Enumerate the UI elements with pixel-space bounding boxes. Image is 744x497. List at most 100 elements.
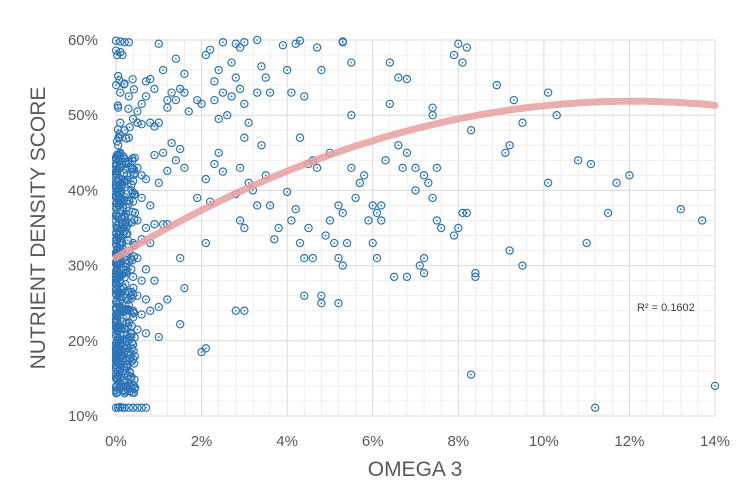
data-point-center — [679, 208, 682, 211]
data-point-center — [136, 294, 139, 297]
data-point — [130, 383, 140, 393]
data-point — [471, 268, 480, 278]
data-point — [184, 107, 193, 116]
data-point-center — [299, 39, 301, 42]
data-point — [235, 84, 245, 94]
data-point — [419, 268, 429, 278]
data-point — [171, 54, 181, 64]
data-point-center — [132, 118, 135, 120]
data-point — [710, 381, 720, 391]
data-point — [385, 99, 395, 109]
data-point — [458, 208, 467, 218]
data-point — [265, 201, 275, 210]
data-point-center — [118, 133, 121, 135]
data-point-center — [122, 180, 125, 183]
data-point-center — [140, 279, 143, 282]
data-point-center — [166, 298, 169, 301]
data-point — [163, 166, 172, 176]
data-point — [257, 62, 266, 71]
data-point-center — [183, 166, 186, 169]
data-point — [111, 46, 121, 55]
data-point-center — [453, 234, 455, 237]
data-point-center — [130, 268, 133, 271]
data-point-center — [418, 264, 421, 267]
data-point-center — [115, 207, 118, 210]
data-point-center — [116, 191, 118, 194]
data-point-center — [243, 136, 246, 139]
data-point — [180, 69, 189, 79]
data-point-center — [115, 389, 118, 391]
data-point-center — [230, 61, 233, 64]
data-point-center — [256, 91, 259, 94]
data-point — [231, 306, 240, 315]
data-point-center — [508, 249, 511, 252]
data-point-center — [127, 107, 130, 110]
data-point-center — [204, 242, 207, 244]
data-point-center — [260, 65, 263, 68]
data-point-center — [256, 204, 259, 207]
data-point-center — [145, 80, 147, 83]
data-point-center — [222, 91, 224, 94]
data-point-center — [269, 91, 271, 94]
data-point-center — [125, 322, 128, 324]
data-point — [193, 193, 202, 203]
data-point — [167, 88, 176, 97]
x-tick-label: 2% — [191, 433, 213, 450]
data-point — [112, 303, 121, 313]
r-squared-label: R² = 0.1602 — [637, 302, 695, 314]
data-point-center — [397, 144, 400, 147]
data-point — [128, 197, 138, 206]
data-point — [197, 99, 206, 109]
data-point-center — [367, 219, 370, 222]
data-point — [505, 141, 514, 150]
data-point-center — [131, 341, 133, 344]
data-point-center — [320, 294, 323, 297]
data-point — [120, 154, 129, 164]
data-point-center — [126, 352, 129, 354]
data-point-center — [145, 95, 147, 98]
data-point — [505, 246, 514, 255]
data-point-center — [149, 242, 152, 244]
data-point-center — [125, 366, 128, 369]
data-point — [150, 220, 159, 229]
data-point — [137, 171, 146, 180]
data-point-center — [388, 103, 391, 105]
y-tick-label: 20% — [68, 333, 98, 350]
data-point-center — [273, 238, 276, 241]
data-point-center — [157, 42, 160, 45]
data-point — [342, 238, 352, 248]
data-point — [586, 159, 596, 169]
data-point-center — [196, 99, 199, 102]
data-point-center — [504, 151, 507, 154]
data-point — [120, 389, 129, 398]
data-point — [137, 310, 146, 319]
data-point — [368, 201, 377, 210]
data-point — [124, 38, 134, 47]
data-point-center — [243, 227, 246, 229]
data-point-center — [427, 181, 430, 184]
data-point-center — [607, 212, 609, 214]
data-point-center — [187, 110, 190, 113]
data-point-center — [153, 87, 156, 90]
data-point — [201, 344, 211, 353]
data-point — [428, 110, 437, 120]
data-point-center — [132, 180, 135, 182]
data-point — [141, 403, 151, 412]
data-point — [180, 88, 189, 97]
data-point-center — [123, 186, 126, 189]
data-point — [291, 204, 300, 214]
data-point — [119, 265, 129, 274]
data-point-center — [124, 215, 126, 218]
data-point — [120, 126, 129, 135]
data-point-center — [117, 369, 120, 372]
data-point-center — [337, 302, 340, 305]
data-point — [114, 326, 123, 335]
data-point — [552, 110, 561, 120]
data-point-center — [341, 212, 344, 214]
data-point-center — [162, 151, 164, 154]
data-point-center — [204, 54, 207, 56]
data-point — [218, 88, 228, 97]
data-point-center — [350, 166, 353, 169]
data-point — [175, 253, 185, 263]
data-point-center — [388, 61, 391, 64]
